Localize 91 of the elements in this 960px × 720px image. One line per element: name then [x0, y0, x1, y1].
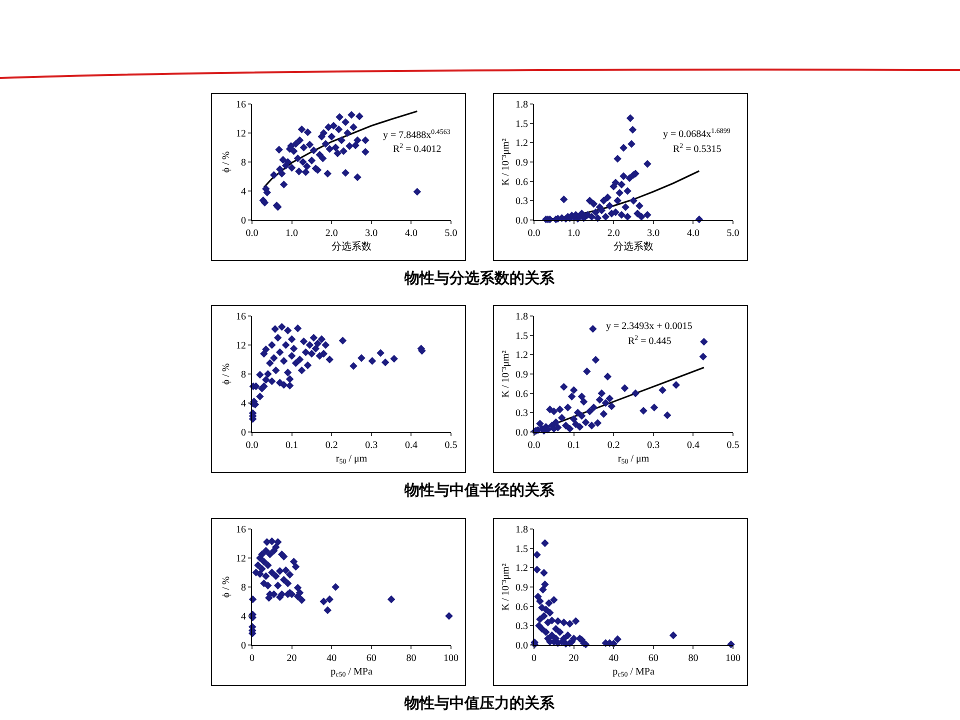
x-tick-label: 60 — [366, 653, 376, 664]
x-tick-label: 0.4 — [404, 440, 418, 451]
y-tick-label: 0.0 — [516, 216, 528, 226]
y-tick-label: 1.8 — [516, 100, 528, 110]
y-axis-title: ϕ / % — [221, 576, 232, 598]
x-tick-label: 0.3 — [365, 440, 378, 451]
y-tick-label: 0.3 — [516, 408, 528, 420]
y-tick-label: 0.9 — [516, 158, 528, 168]
x-tick-label: 60 — [648, 653, 658, 664]
y-tick-label: 16 — [236, 312, 246, 322]
x-tick-label: 100 — [444, 653, 458, 664]
y-axis-title: K / 10⁻³μm² — [500, 563, 512, 611]
y-tick-label: 1.5 — [516, 544, 528, 555]
y-tick-label: 8 — [241, 158, 246, 168]
x-axis-title: r$_{50}$ / μm — [336, 454, 368, 466]
x-axis-title: p$_{c50}$ / MPa — [330, 666, 373, 679]
x-tick-label: 80 — [406, 653, 416, 664]
x-tick-label: 20 — [286, 653, 297, 664]
x-tick-label: 0 — [532, 653, 536, 664]
x-tick-label: 0.2 — [325, 440, 338, 451]
x-tick-label: 3.0 — [647, 228, 660, 239]
y-tick-label: 4 — [241, 398, 246, 410]
y-tick-label: 12 — [236, 554, 246, 564]
x-tick-label: 5.0 — [726, 228, 740, 239]
x-tick-label: 4.0 — [686, 228, 700, 239]
x-tick-label: 20 — [568, 653, 579, 664]
y-tick-label: 16 — [236, 524, 246, 536]
x-tick-label: 1.0 — [568, 228, 580, 239]
annotation: y = 2.3493x + 0.0015 — [606, 321, 692, 332]
x-axis-title: 分选系数 — [332, 240, 372, 252]
y-tick-label: 8 — [241, 370, 246, 380]
y-tick-label: 1.8 — [516, 524, 528, 536]
text: 物性与中值半径的关系 — [403, 481, 556, 500]
y-tick-label: 0.0 — [516, 428, 528, 438]
y-tick-label: 4 — [241, 612, 246, 622]
y-tick-label: 8 — [241, 582, 246, 594]
y-tick-label: 1.2 — [516, 563, 528, 574]
annotation: y = 0.0684x$^{1.6899}$ — [663, 127, 731, 140]
x-tick-label: 4.0 — [404, 228, 418, 239]
y-tick-label: 4 — [241, 186, 246, 198]
x-tick-label: 0.1 — [568, 440, 580, 451]
x-tick-label: 2.0 — [325, 228, 338, 239]
x-tick-label: 0.2 — [607, 440, 620, 451]
x-tick-label: 0.0 — [528, 228, 540, 239]
x-tick-label: 0.5 — [444, 440, 458, 451]
y-tick-label: 1.2 — [516, 138, 528, 150]
x-axis-title: r$_{50}$ / μm — [618, 454, 650, 466]
x-tick-label: 100 — [726, 653, 740, 664]
annotation: R$^{2}$ = 0.4012 — [393, 142, 442, 156]
text: 物性与分选系数的关系 — [403, 269, 556, 288]
y-axis-title: ϕ / % — [221, 363, 232, 385]
x-axis-title: p$_{c50}$ / MPa — [612, 666, 655, 679]
annotation: R$^{2}$ = 0.445 — [628, 334, 672, 348]
y-tick-label: 0.0 — [516, 640, 528, 652]
x-tick-label: 1.0 — [286, 228, 298, 239]
x-tick-label: 0 — [250, 653, 254, 664]
y-tick-label: 1.5 — [516, 118, 528, 130]
y-tick-label: 16 — [236, 100, 246, 110]
y-axis-title: ϕ / % — [221, 151, 232, 173]
x-tick-label: 3.0 — [365, 228, 378, 239]
x-tick-label: 0.3 — [647, 440, 660, 451]
y-tick-label: 1.5 — [516, 330, 528, 342]
annotation: y = 7.8488x$^{0.4563}$ — [383, 128, 451, 142]
y-tick-label: 0 — [241, 216, 246, 226]
y-tick-label: 12 — [236, 340, 246, 352]
annotation: R$^{2}$ = 0.5315 — [673, 142, 722, 156]
x-tick-label: 2.0 — [607, 228, 620, 239]
x-tick-label: 0.0 — [528, 440, 540, 451]
y-tick-label: 12 — [236, 128, 246, 140]
x-axis-title: 分选系数 — [614, 240, 654, 252]
x-tick-label: 0.1 — [286, 440, 298, 451]
x-tick-label: 5.0 — [444, 228, 458, 239]
y-tick-label: 0.6 — [516, 388, 528, 400]
y-tick-label: 1.2 — [516, 350, 528, 362]
x-tick-label: 0.4 — [686, 440, 700, 451]
x-tick-label: 80 — [688, 653, 698, 664]
x-tick-label: 40 — [608, 653, 619, 664]
y-tick-label: 0 — [241, 428, 246, 438]
y-tick-label: 0.3 — [516, 621, 528, 632]
x-tick-label: 0.5 — [726, 440, 740, 451]
text: 物性与中值压力的关系 — [403, 694, 556, 713]
y-tick-label: 0 — [241, 640, 246, 652]
y-axis-title: K / 10⁻³μm² — [500, 138, 512, 186]
y-tick-label: 0.6 — [516, 176, 528, 188]
y-axis-title: K / 10⁻³μm² — [500, 350, 512, 398]
y-tick-label: 1.8 — [516, 312, 528, 322]
y-tick-label: 0.6 — [516, 602, 528, 613]
y-tick-label: 0.3 — [516, 196, 528, 208]
y-tick-label: 0.9 — [516, 370, 528, 380]
y-tick-label: 0.9 — [516, 582, 528, 594]
x-tick-label: 40 — [326, 653, 337, 664]
